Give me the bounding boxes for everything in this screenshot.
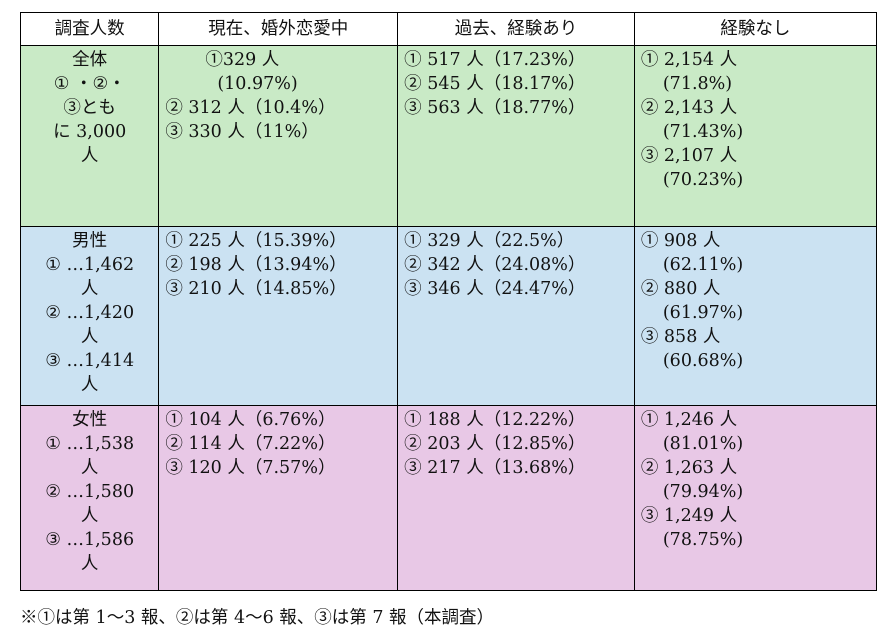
none-cell-all: ① 2,154 人 (71.8%) ② 2,143 人 (71.43%) ③ 2… [633,45,878,227]
group-count-line: 人 [80,146,99,166]
past-value: ③ 563 人（18.77%） [404,98,586,118]
none-percent: (60.68%) [662,351,744,371]
past-cell-all: ① 517 人（17.23%） ② 545 人（18.17%） ③ 563 人（… [397,45,635,227]
none-percent: (78.75%) [662,530,744,550]
current-value: ③ 330 人（11%） [165,122,319,142]
none-percent: (79.94%) [662,482,744,502]
current-cell-all: ①329 人 (10.97%) ② 312 人（10.4%） ③ 330 人（1… [158,45,399,227]
none-value: ② 880 人 [640,279,721,299]
group-cell-female: 女性 ① …1,538 人 ② …1,580 人 ③ …1,586 人 [19,405,160,591]
past-value: ② 545 人（18.17%） [404,74,586,94]
none-value: ③ 1,249 人 [640,506,738,526]
current-value: (10.97%) [217,74,298,94]
group-count-line: ① ・②・ [53,74,126,94]
none-percent: (70.23%) [662,170,744,190]
past-value: ① 517 人（17.23%） [404,50,586,70]
group-count-line: 人 [80,554,99,574]
past-value: ③ 217 人（13.68%） [404,458,586,478]
survey-table: 調査人数 現在、婚外恋愛中 過去、経験あり 経験なし 全体 ① ・②・ ③とも … [19,12,878,591]
none-value: ① 908 人 [640,231,721,251]
past-value: ① 188 人（12.22%） [404,410,586,430]
none-value: ② 1,263 人 [640,458,738,478]
none-value: ① 1,246 人 [640,410,738,430]
group-count-line: ③ …1,414 [45,351,135,371]
none-value: ② 2,143 人 [640,98,738,118]
past-value: ① 329 人（22.5%） [404,231,575,251]
table-row: 男性 ① …1,462 人 ② …1,420 人 ③ …1,414 人 ① 22… [19,226,878,406]
current-value: ③ 120 人（7.57%） [165,458,336,478]
table-row: 全体 ① ・②・ ③とも に 3,000 人 ①329 人 (10.97%) ②… [19,45,878,227]
table-row: 女性 ① …1,538 人 ② …1,580 人 ③ …1,586 人 ① 10… [19,405,878,591]
past-cell-female: ① 188 人（12.22%） ② 203 人（12.85%） ③ 217 人（… [397,405,635,591]
group-label: 男性 [72,231,108,251]
group-count-line: ② …1,420 [45,303,135,323]
group-cell-all: 全体 ① ・②・ ③とも に 3,000 人 [19,45,160,227]
group-count-line: ③とも [63,98,116,118]
past-cell-male: ① 329 人（22.5%） ② 342 人（24.08%） ③ 346 人（2… [397,226,635,406]
group-count-line: 人 [80,506,99,526]
current-value: ③ 210 人（14.85%） [165,279,347,299]
header-survey-count: 調査人数 [19,12,160,46]
group-count-line: ② …1,580 [45,482,135,502]
current-value: ② 198 人（13.94%） [165,255,347,275]
none-percent: (81.01%) [662,434,744,454]
group-count-line: ③ …1,586 [45,530,135,550]
past-value: ② 342 人（24.08%） [404,255,586,275]
group-count-line: 人 [80,458,99,478]
none-cell-male: ① 908 人 (62.11%) ② 880 人 (61.97%) ③ 858 … [633,226,878,406]
current-value: ② 312 人（10.4%） [165,98,336,118]
header-current-affair: 現在、婚外恋愛中 [158,12,399,46]
group-count-line: ① …1,538 [45,434,135,454]
header-past-experience: 過去、経験あり [397,12,635,46]
none-percent: (62.11%) [662,255,744,275]
current-value: ① 225 人（15.39%） [165,231,347,251]
current-value: ①329 人 [205,50,280,70]
none-value: ③ 858 人 [640,327,721,347]
footnote: ※①は第 1〜3 報、②は第 4〜6 報、③は第 7 報（本調査） [20,608,495,628]
group-label: 女性 [72,410,108,430]
none-percent: (61.97%) [662,303,744,323]
none-value: ① 2,154 人 [640,50,738,70]
group-count-line: 人 [80,375,99,395]
group-count-line: 人 [80,279,99,299]
group-cell-male: 男性 ① …1,462 人 ② …1,420 人 ③ …1,414 人 [19,226,160,406]
none-value: ③ 2,107 人 [640,146,738,166]
current-cell-female: ① 104 人（6.76%） ② 114 人（7.22%） ③ 120 人（7.… [158,405,399,591]
group-label: 全体 [72,50,108,70]
none-cell-female: ① 1,246 人 (81.01%) ② 1,263 人 (79.94%) ③ … [633,405,878,591]
header-no-experience: 経験なし [633,12,878,46]
group-count-line: に 3,000 [53,122,127,142]
header-row: 調査人数 現在、婚外恋愛中 過去、経験あり 経験なし [19,12,878,46]
none-percent: (71.43%) [662,122,744,142]
group-count-line: ① …1,462 [45,255,135,275]
past-value: ② 203 人（12.85%） [404,434,586,454]
past-value: ③ 346 人（24.47%） [404,279,586,299]
current-value: ① 104 人（6.76%） [165,410,336,430]
none-percent: (71.8%) [662,74,733,94]
group-count-line: 人 [80,327,99,347]
current-value: ② 114 人（7.22%） [165,434,336,454]
current-cell-male: ① 225 人（15.39%） ② 198 人（13.94%） ③ 210 人（… [158,226,399,406]
